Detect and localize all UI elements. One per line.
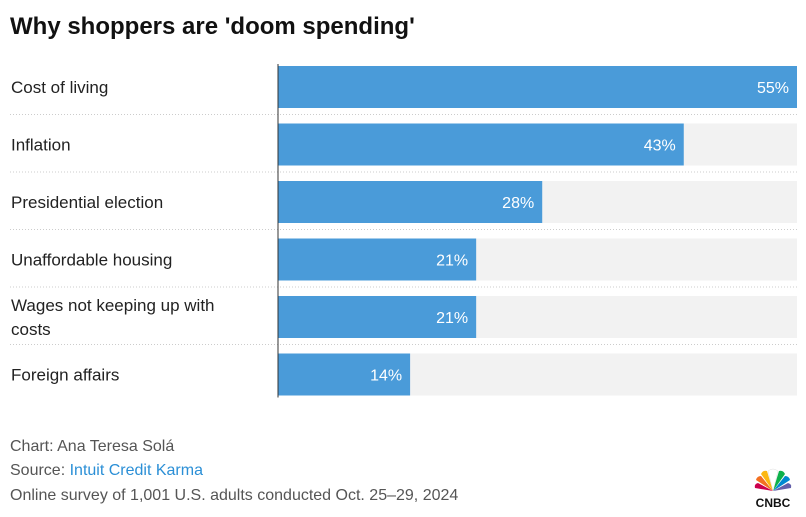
survey-note: Online survey of 1,001 U.S. adults condu… xyxy=(10,487,459,504)
category-label: Unaffordable housing xyxy=(11,251,172,270)
chart-credit: Chart: Ana Teresa Solá xyxy=(10,438,175,455)
bar xyxy=(278,123,684,166)
source-link[interactable]: Intuit Credit Karma xyxy=(69,462,203,479)
category-label: Foreign affairs xyxy=(11,366,119,385)
cnbc-logo: CNBC xyxy=(754,468,792,510)
chart-source: Source: Intuit Credit Karma xyxy=(10,462,203,480)
nbc-peacock-icon xyxy=(754,468,792,492)
category-label: Wages not keeping up with xyxy=(11,296,215,315)
bar xyxy=(278,296,477,338)
bar xyxy=(278,181,543,223)
category-label: Cost of living xyxy=(11,78,108,97)
cnbc-logo-text: CNBC xyxy=(756,496,791,510)
bar xyxy=(278,66,797,108)
bar-value-label: 14% xyxy=(370,368,402,385)
category-label: costs xyxy=(11,320,51,339)
bar-value-label: 28% xyxy=(502,195,534,212)
bar xyxy=(278,238,477,281)
category-label: Presidential election xyxy=(11,193,163,212)
bar-value-label: 43% xyxy=(644,138,676,155)
bar-value-label: 21% xyxy=(436,310,468,327)
bar-value-label: 21% xyxy=(436,253,468,270)
bar-value-label: 55% xyxy=(757,80,789,97)
bar xyxy=(278,353,411,396)
category-label: Inflation xyxy=(11,136,71,155)
chart-title: Why shoppers are 'doom spending' xyxy=(10,13,415,40)
source-prefix: Source: xyxy=(10,462,70,479)
